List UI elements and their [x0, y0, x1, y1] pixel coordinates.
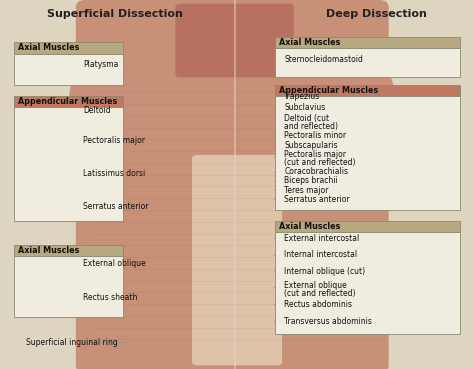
- Text: Appendicular Muscles: Appendicular Muscles: [18, 97, 117, 106]
- Text: Axial Muscles: Axial Muscles: [279, 38, 340, 47]
- Text: Appendicular Muscles: Appendicular Muscles: [279, 86, 378, 95]
- FancyBboxPatch shape: [76, 0, 389, 369]
- Text: Trapezius: Trapezius: [284, 92, 320, 101]
- Text: Rectus sheath: Rectus sheath: [83, 293, 137, 301]
- Text: Latissimus dorsi: Latissimus dorsi: [83, 169, 145, 178]
- Text: Internal oblique (cut): Internal oblique (cut): [284, 267, 365, 276]
- FancyBboxPatch shape: [175, 4, 294, 77]
- FancyBboxPatch shape: [275, 96, 460, 210]
- FancyBboxPatch shape: [14, 107, 123, 221]
- Text: External oblique: External oblique: [83, 259, 146, 268]
- FancyBboxPatch shape: [14, 256, 123, 317]
- Text: (cut and reflected): (cut and reflected): [284, 158, 356, 167]
- FancyBboxPatch shape: [275, 37, 460, 48]
- Text: Rectus abdominis: Rectus abdominis: [284, 300, 352, 309]
- Text: Pectoralis major: Pectoralis major: [83, 136, 145, 145]
- Text: Superficial inguinal ring: Superficial inguinal ring: [26, 338, 118, 346]
- FancyBboxPatch shape: [192, 155, 282, 365]
- Text: and reflected): and reflected): [284, 122, 338, 131]
- Text: Deltoid (cut: Deltoid (cut: [284, 114, 329, 123]
- Text: Teres major: Teres major: [284, 186, 329, 194]
- Text: Sternocleidomastoid: Sternocleidomastoid: [284, 55, 363, 63]
- FancyBboxPatch shape: [275, 232, 460, 334]
- Text: (cut and reflected): (cut and reflected): [284, 289, 356, 298]
- Text: Deltoid: Deltoid: [83, 106, 110, 115]
- Text: Serratus anterior: Serratus anterior: [284, 195, 350, 204]
- Text: Deep Dissection: Deep Dissection: [326, 9, 427, 19]
- Text: Subclavius: Subclavius: [284, 103, 326, 112]
- FancyBboxPatch shape: [14, 54, 123, 85]
- FancyBboxPatch shape: [275, 221, 460, 232]
- Text: Serratus anterior: Serratus anterior: [83, 202, 148, 211]
- Text: Axial Muscles: Axial Muscles: [18, 246, 79, 255]
- FancyBboxPatch shape: [275, 85, 460, 96]
- FancyBboxPatch shape: [275, 48, 460, 77]
- Text: External oblique: External oblique: [284, 282, 347, 290]
- Text: Pectoralis major: Pectoralis major: [284, 151, 346, 159]
- Text: Axial Muscles: Axial Muscles: [279, 223, 340, 231]
- FancyBboxPatch shape: [14, 245, 123, 256]
- Text: External intercostal: External intercostal: [284, 234, 360, 242]
- Text: Axial Muscles: Axial Muscles: [18, 44, 79, 52]
- Text: Transversus abdominis: Transversus abdominis: [284, 317, 372, 325]
- Text: Internal intercostal: Internal intercostal: [284, 250, 357, 259]
- Text: Biceps brachii: Biceps brachii: [284, 176, 338, 185]
- FancyBboxPatch shape: [14, 96, 123, 107]
- Text: Superficial Dissection: Superficial Dissection: [47, 9, 183, 19]
- Ellipse shape: [325, 52, 396, 155]
- Text: Coracobrachialis: Coracobrachialis: [284, 167, 348, 176]
- Text: Pectoralis minor: Pectoralis minor: [284, 131, 346, 140]
- Text: Subscapularis: Subscapularis: [284, 141, 338, 149]
- Ellipse shape: [69, 52, 140, 155]
- Text: Platysma: Platysma: [83, 60, 118, 69]
- FancyBboxPatch shape: [14, 42, 123, 54]
